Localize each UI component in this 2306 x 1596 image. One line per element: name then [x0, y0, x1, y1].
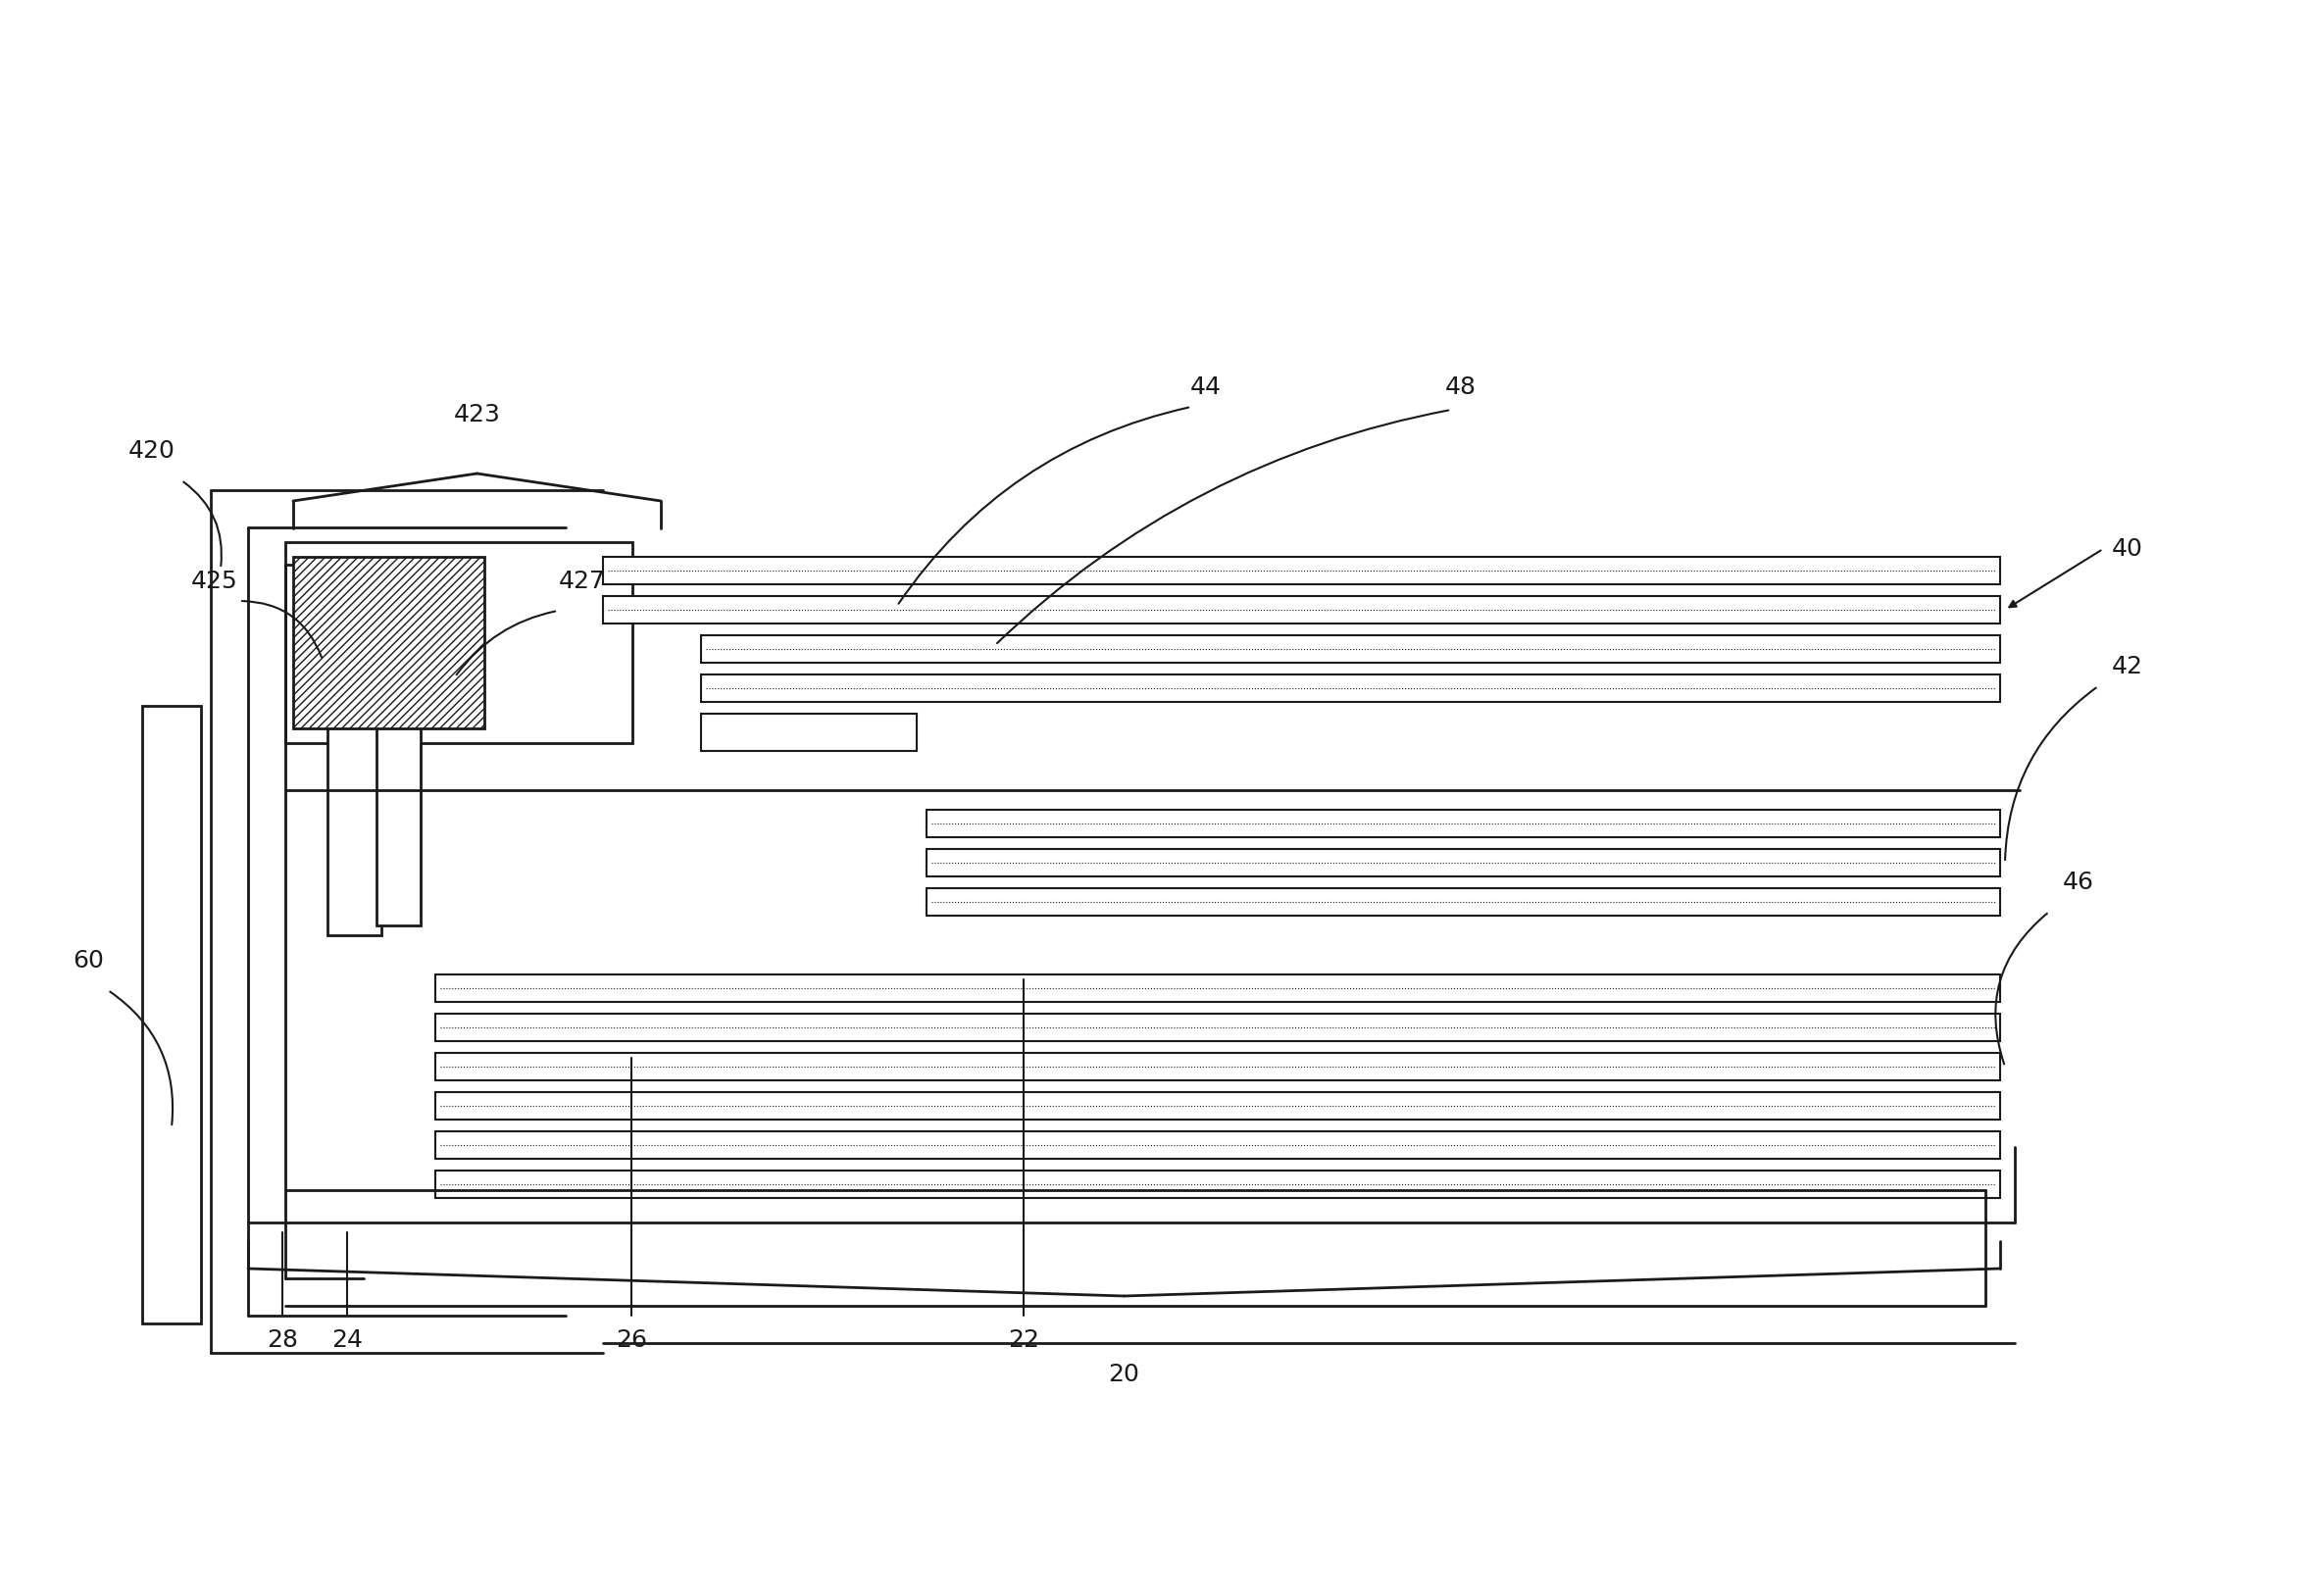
- Text: 420: 420: [129, 439, 175, 463]
- Text: 28: 28: [267, 1328, 297, 1352]
- Text: 42: 42: [2112, 654, 2142, 678]
- Bar: [602, 595, 1999, 624]
- Bar: [927, 849, 1999, 876]
- Bar: [701, 675, 1999, 702]
- Bar: [701, 635, 1999, 662]
- Text: 44: 44: [1190, 375, 1222, 399]
- Bar: [436, 1053, 1999, 1080]
- Text: 425: 425: [191, 570, 238, 594]
- Text: 60: 60: [71, 950, 104, 972]
- Bar: [293, 557, 484, 728]
- Bar: [927, 889, 1999, 916]
- Bar: [436, 1170, 1999, 1199]
- Bar: [376, 651, 420, 926]
- Text: 20: 20: [1109, 1363, 1139, 1387]
- Text: 46: 46: [2064, 870, 2094, 894]
- Bar: [602, 557, 1999, 584]
- Bar: [143, 705, 201, 1323]
- Text: 48: 48: [1446, 375, 1476, 399]
- Bar: [701, 713, 918, 752]
- Text: 22: 22: [1008, 1328, 1040, 1352]
- Bar: [436, 1132, 1999, 1159]
- Text: 423: 423: [454, 402, 500, 426]
- Bar: [286, 543, 632, 744]
- Bar: [927, 809, 1999, 838]
- Text: 24: 24: [332, 1328, 362, 1352]
- Text: 26: 26: [616, 1328, 648, 1352]
- Bar: [436, 1092, 1999, 1119]
- Text: 40: 40: [2112, 538, 2142, 560]
- Bar: [436, 975, 1999, 1002]
- Text: 427: 427: [558, 570, 606, 594]
- Bar: [436, 1013, 1999, 1041]
- Bar: [327, 611, 380, 935]
